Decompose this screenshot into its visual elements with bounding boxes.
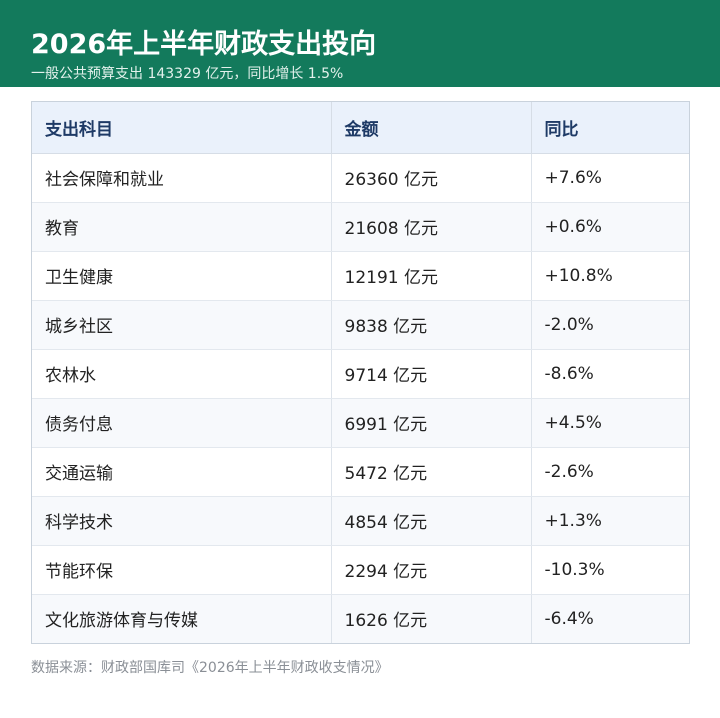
table-row: 卫生健康 12191 亿元 +10.8% <box>32 251 689 301</box>
cell-yoy: +0.6% <box>531 202 689 252</box>
cell-item: 文化旅游体育与传媒 <box>32 594 332 643</box>
cell-amount: 26360 亿元 <box>331 153 532 203</box>
cell-amount: 1626 亿元 <box>331 594 532 643</box>
cell-item: 科学技术 <box>32 496 332 546</box>
cell-yoy: -6.4% <box>531 594 689 643</box>
table-row: 教育 21608 亿元 +0.6% <box>32 202 689 252</box>
column-header-item: 支出科目 <box>32 102 332 154</box>
table-header: 支出科目 金额 同比 <box>32 102 689 154</box>
cell-yoy: -8.6% <box>531 349 689 399</box>
page-header: 2026年上半年财政支出投向 一般公共预算支出 143329 亿元，同比增长 1… <box>0 0 720 87</box>
cell-amount: 9714 亿元 <box>331 349 532 399</box>
cell-item: 农林水 <box>32 349 332 399</box>
cell-amount: 5472 亿元 <box>331 447 532 497</box>
cell-item: 节能环保 <box>32 545 332 595</box>
table-row: 债务付息 6991 亿元 +4.5% <box>32 398 689 448</box>
cell-yoy: -2.0% <box>531 300 689 350</box>
page-subtitle: 一般公共预算支出 143329 亿元，同比增长 1.5% <box>31 66 344 82</box>
cell-item: 教育 <box>32 202 332 252</box>
cell-amount: 6991 亿元 <box>331 398 532 448</box>
table-row: 文化旅游体育与传媒 1626 亿元 -6.4% <box>32 594 689 643</box>
cell-item: 城乡社区 <box>32 300 332 350</box>
column-header-yoy: 同比 <box>531 102 689 154</box>
cell-yoy: -10.3% <box>531 545 689 595</box>
cell-yoy: +4.5% <box>531 398 689 448</box>
cell-yoy: +10.8% <box>531 251 689 301</box>
cell-item: 社会保障和就业 <box>32 153 332 203</box>
table-header-row: 支出科目 金额 同比 <box>32 102 689 154</box>
cell-amount: 4854 亿元 <box>331 496 532 546</box>
table-row: 城乡社区 9838 亿元 -2.0% <box>32 300 689 350</box>
table-row: 节能环保 2294 亿元 -10.3% <box>32 545 689 595</box>
cell-item: 债务付息 <box>32 398 332 448</box>
cell-yoy: +7.6% <box>531 153 689 203</box>
cell-yoy: +1.3% <box>531 496 689 546</box>
expenditure-table-container: 支出科目 金额 同比 社会保障和就业 26360 亿元 +7.6% 教育 216… <box>31 101 690 644</box>
column-header-amount: 金额 <box>331 102 532 154</box>
table-row: 科学技术 4854 亿元 +1.3% <box>32 496 689 546</box>
cell-amount: 21608 亿元 <box>331 202 532 252</box>
cell-item: 交通运输 <box>32 447 332 497</box>
expenditure-table: 支出科目 金额 同比 社会保障和就业 26360 亿元 +7.6% 教育 216… <box>32 102 689 643</box>
table-row: 农林水 9714 亿元 -8.6% <box>32 349 689 399</box>
table-row: 社会保障和就业 26360 亿元 +7.6% <box>32 153 689 203</box>
cell-amount: 9838 亿元 <box>331 300 532 350</box>
page-title: 2026年上半年财政支出投向 <box>31 29 377 60</box>
cell-amount: 2294 亿元 <box>331 545 532 595</box>
cell-amount: 12191 亿元 <box>331 251 532 301</box>
table-row: 交通运输 5472 亿元 -2.6% <box>32 447 689 497</box>
cell-yoy: -2.6% <box>531 447 689 497</box>
table-body: 社会保障和就业 26360 亿元 +7.6% 教育 21608 亿元 +0.6%… <box>32 153 689 643</box>
cell-item: 卫生健康 <box>32 251 332 301</box>
source-note: 数据来源：财政部国库司《2026年上半年财政收支情况》 <box>31 660 389 676</box>
